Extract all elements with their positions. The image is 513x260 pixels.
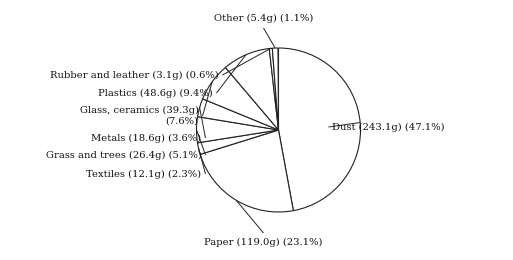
Wedge shape	[269, 48, 279, 130]
Wedge shape	[203, 68, 279, 130]
Wedge shape	[198, 130, 279, 154]
Text: Plastics (48.6g) (9.4%): Plastics (48.6g) (9.4%)	[98, 88, 212, 98]
Text: Glass, ceramics (39.3g)
(7.6%): Glass, ceramics (39.3g) (7.6%)	[80, 106, 199, 126]
Text: Rubber and leather (3.1g) (0.6%): Rubber and leather (3.1g) (0.6%)	[50, 70, 219, 80]
Wedge shape	[196, 117, 279, 143]
Text: Textiles (12.1g) (2.3%): Textiles (12.1g) (2.3%)	[86, 170, 202, 179]
Wedge shape	[200, 130, 293, 212]
Text: Metals (18.6g) (3.6%): Metals (18.6g) (3.6%)	[91, 133, 202, 142]
Text: Other (5.4g) (1.1%): Other (5.4g) (1.1%)	[214, 14, 313, 23]
Text: Paper (119.0g) (23.1%): Paper (119.0g) (23.1%)	[204, 238, 323, 247]
Text: Grass and trees (26.4g) (5.1%): Grass and trees (26.4g) (5.1%)	[46, 151, 202, 160]
Wedge shape	[272, 48, 279, 130]
Wedge shape	[198, 99, 279, 130]
Wedge shape	[225, 49, 279, 130]
Text: Dust (243.1g) (47.1%): Dust (243.1g) (47.1%)	[332, 122, 445, 132]
Wedge shape	[279, 48, 361, 211]
